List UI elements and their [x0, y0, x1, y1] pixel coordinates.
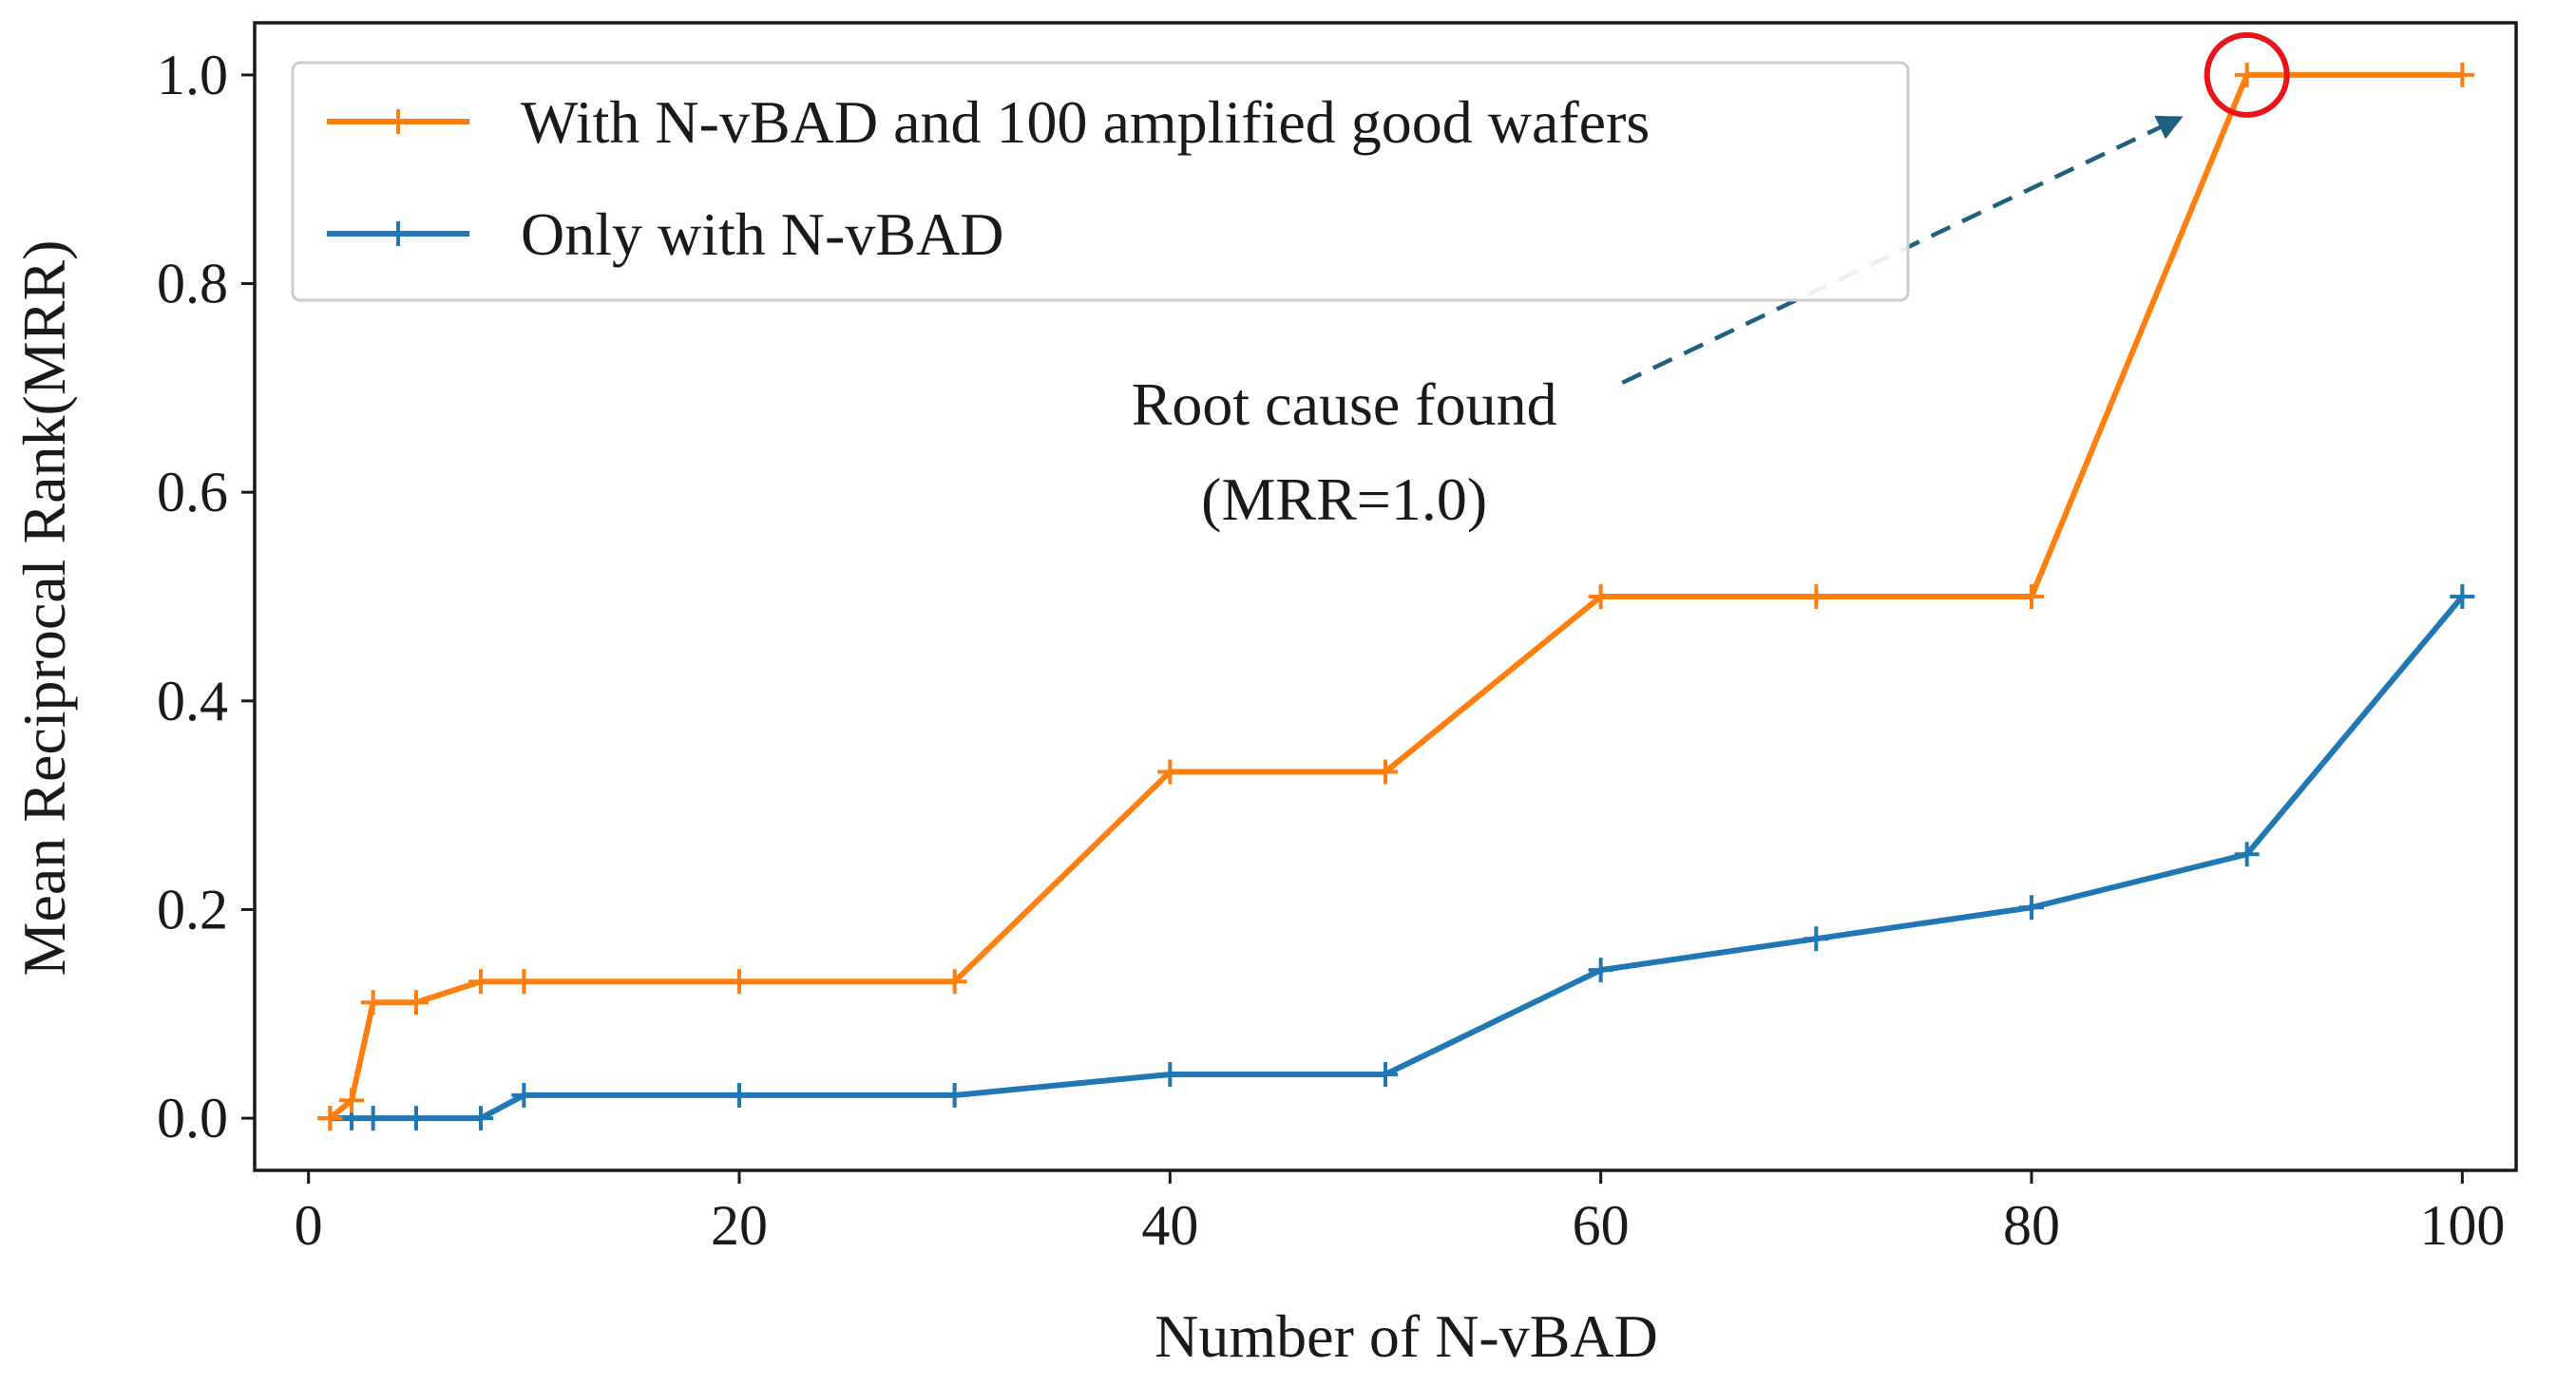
- data-point-marker: [942, 969, 967, 995]
- data-point-marker: [1373, 759, 1398, 785]
- data-point-marker: [360, 1106, 386, 1131]
- data-point-marker: [727, 1082, 752, 1108]
- data-point-marker: [404, 1106, 429, 1131]
- data-point-marker: [468, 969, 493, 995]
- y-axis-title: Mean Reciprocal Rank(MRR): [10, 240, 78, 977]
- x-axis-title: Number of N-vBAD: [1154, 1302, 1658, 1370]
- data-point-marker: [2234, 842, 2260, 867]
- x-tick-label: 80: [2003, 1194, 2060, 1257]
- data-point-marker: [1588, 584, 1613, 609]
- x-tick-label: 60: [1573, 1194, 1630, 1257]
- series-layer: [317, 62, 2475, 1131]
- y-tick-label: 0.2: [157, 878, 228, 940]
- axes-layer: 0 20 40 60 80 100 0.0 0.2 0.4 0.6 0.8 1.0: [157, 21, 2518, 1257]
- x-tick-label: 40: [1141, 1194, 1198, 1257]
- data-point-marker: [339, 1088, 364, 1113]
- y-tick-label: 0.8: [157, 253, 228, 315]
- x-tick-label: 100: [2419, 1194, 2505, 1257]
- data-point-marker: [404, 990, 429, 1016]
- data-point-marker: [1157, 1061, 1183, 1087]
- data-point-marker: [942, 1082, 967, 1108]
- annotation-text: Root cause found: [1132, 370, 1557, 438]
- y-tick-label: 0.6: [157, 461, 228, 523]
- data-point-marker: [1588, 958, 1613, 983]
- legend-box: [291, 61, 1910, 302]
- x-tick-label: 20: [711, 1194, 768, 1257]
- data-point-marker: [1157, 759, 1183, 785]
- data-point-marker: [1803, 926, 1829, 952]
- data-point-marker: [511, 1082, 537, 1108]
- x-tick-label: 0: [295, 1194, 323, 1257]
- data-point-marker: [727, 969, 752, 995]
- y-tick-label: 1.0: [157, 44, 228, 106]
- highlight-circle: [2204, 31, 2290, 118]
- data-point-marker: [2019, 584, 2044, 609]
- legend-label: With N-vBAD and 100 amplified good wafer…: [521, 88, 1650, 156]
- y-tick-label: 0.0: [157, 1087, 228, 1149]
- legend-label: Only with N-vBAD: [521, 200, 1003, 268]
- data-point-marker: [2450, 584, 2475, 609]
- data-point-marker: [360, 990, 386, 1016]
- data-point-marker: [2450, 62, 2475, 87]
- data-point-marker: [317, 1106, 343, 1131]
- legend: With N-vBAD and 100 amplified good wafer…: [291, 61, 1910, 302]
- data-point-marker: [2019, 895, 2044, 921]
- data-point-marker: [511, 969, 537, 995]
- data-point-marker: [1373, 1061, 1398, 1087]
- y-tick-label: 0.4: [157, 670, 228, 732]
- annotation-text: (MRR=1.0): [1201, 465, 1487, 533]
- data-point-marker: [2234, 62, 2260, 87]
- data-point-marker: [1803, 584, 1829, 609]
- data-point-marker: [468, 1106, 493, 1131]
- series-line-1: [330, 595, 2465, 1122]
- plot-frame: [253, 21, 2518, 1172]
- annotation-layer: Root cause found (MRR=1.0): [1132, 31, 2290, 533]
